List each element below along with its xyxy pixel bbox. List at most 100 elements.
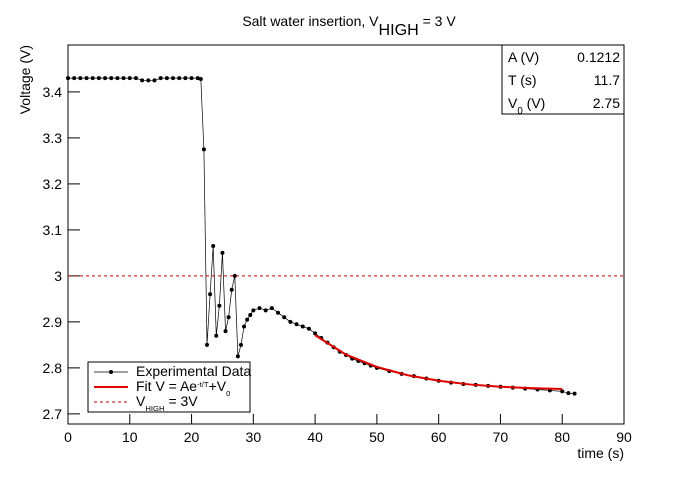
data-point <box>183 76 188 81</box>
data-point <box>152 78 157 83</box>
stats-value: 0.1212 <box>577 49 620 65</box>
data-point <box>300 324 305 329</box>
data-point <box>177 76 182 81</box>
data-point <box>242 324 247 329</box>
legend-label: VHIGH = 3V <box>136 393 198 413</box>
stats-label: V0 (V) <box>508 95 545 117</box>
data-point <box>226 315 231 320</box>
data-point <box>103 76 108 81</box>
stats-value: 11.7 <box>594 72 620 88</box>
data-point <box>214 333 219 338</box>
legend-label-sub: 0 <box>226 389 230 398</box>
legend-label-part: = 3V <box>165 393 199 409</box>
data-point <box>115 76 120 81</box>
stats-label: A (V) <box>508 49 539 65</box>
x-tick-label: 90 <box>616 429 632 445</box>
x-tick-label: 40 <box>307 429 323 445</box>
data-point <box>257 306 262 311</box>
stats-box <box>501 44 625 115</box>
chart-title: Salt water insertion, VHIGH = 3 V <box>242 13 456 39</box>
data-point <box>572 391 577 396</box>
legend-label-sup: -t/T <box>197 380 209 389</box>
legend-label-part: Experimental Data <box>136 363 251 379</box>
data-point <box>109 76 114 81</box>
data-point <box>211 243 216 248</box>
data-point <box>121 76 126 81</box>
data-point <box>229 287 234 292</box>
data-point <box>146 78 151 83</box>
y-tick-label: 3 <box>54 268 62 284</box>
data-point <box>195 76 200 81</box>
data-point <box>171 76 176 81</box>
data-point <box>251 308 256 313</box>
stats-label-sub: 0 <box>517 106 523 117</box>
data-point <box>282 315 287 320</box>
data-point <box>198 77 203 82</box>
data-point <box>164 76 169 81</box>
plot-frame <box>67 44 625 425</box>
y-tick-label: 3.2 <box>43 176 63 192</box>
data-point <box>269 306 274 311</box>
data-point <box>140 78 145 83</box>
data-point <box>84 76 89 81</box>
data-point <box>189 76 194 81</box>
data-point <box>566 391 571 396</box>
data-point <box>232 273 237 278</box>
data-point <box>90 76 95 81</box>
chart-title-part: Salt water insertion, V <box>242 13 379 29</box>
legend-label-part: Fit V = Ae <box>136 378 197 394</box>
x-axis-label: time (s) <box>577 445 624 461</box>
x-tick-label: 30 <box>246 429 262 445</box>
data-point <box>276 310 281 315</box>
data-point <box>78 76 83 81</box>
x-tick-label: 80 <box>554 429 570 445</box>
data-point <box>208 292 213 297</box>
data-point <box>294 322 299 327</box>
x-tick-label: 10 <box>122 429 138 445</box>
series-line <box>314 334 563 391</box>
y-tick-label: 2.9 <box>43 314 63 330</box>
stats-label-part: T (s) <box>508 72 537 88</box>
data-point <box>306 326 311 331</box>
data-point <box>158 76 163 81</box>
y-tick-label: 3.1 <box>43 222 63 238</box>
data-point <box>217 303 222 308</box>
legend-label: Experimental Data <box>136 363 251 379</box>
chart-title-sub: HIGH <box>378 21 418 39</box>
data-point <box>133 76 138 81</box>
x-tick-label: 70 <box>493 429 509 445</box>
data-point <box>66 76 70 81</box>
data-point <box>72 76 77 81</box>
stats-label-part: (V) <box>523 95 546 111</box>
stats-label-part: V <box>508 95 518 111</box>
legend-label: Fit V = Ae-t/T+V0 <box>136 378 230 398</box>
y-tick-label: 2.7 <box>43 406 63 422</box>
data-point <box>205 342 209 347</box>
stats-label-part: A (V) <box>508 49 539 65</box>
legend-label-part: +V <box>209 378 227 394</box>
data-point <box>238 342 243 347</box>
x-tick-label: 60 <box>431 429 447 445</box>
legend-marker <box>109 370 113 374</box>
chart-title-part: = 3 V <box>419 13 457 29</box>
stats-value: 2.75 <box>593 95 620 111</box>
data-point <box>313 331 318 336</box>
x-tick-label: 50 <box>369 429 385 445</box>
data-point <box>245 317 250 322</box>
data-point <box>288 319 293 324</box>
data-point <box>235 354 240 359</box>
legend-label-sub: HIGH <box>145 404 164 413</box>
y-tick-label: 3.3 <box>43 130 63 146</box>
data-point <box>248 312 253 317</box>
y-tick-label: 3.4 <box>43 84 63 100</box>
data-point <box>263 308 268 313</box>
x-tick-label: 20 <box>184 429 200 445</box>
stats-label: T (s) <box>508 72 537 88</box>
data-point <box>220 250 225 255</box>
data-point <box>223 329 228 334</box>
legend-label-part: V <box>136 393 146 409</box>
y-tick-label: 2.8 <box>43 360 63 376</box>
data-point <box>127 76 132 81</box>
x-tick-label: 0 <box>64 429 72 445</box>
